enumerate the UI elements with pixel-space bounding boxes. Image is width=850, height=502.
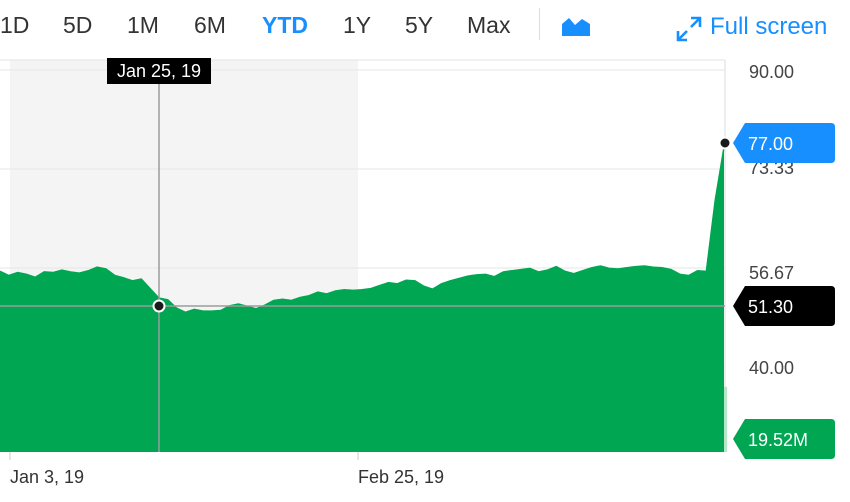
y-tick-label: 56.67 xyxy=(749,263,794,283)
range-5y-button[interactable]: 5Y xyxy=(405,12,434,38)
hover-value-flag: 51.30 xyxy=(733,286,835,326)
range-1d-button[interactable]: 1D xyxy=(0,12,30,38)
range-5d-button[interactable]: 5D xyxy=(63,12,93,38)
last-volume-flag: 19.52M xyxy=(733,419,835,459)
hover-date-flag: Jan 25, 19 xyxy=(107,58,211,84)
expand-arrows-icon xyxy=(676,16,702,42)
range-max-button[interactable]: Max xyxy=(467,12,511,38)
range-1y-button[interactable]: 1Y xyxy=(343,12,372,38)
price-area xyxy=(0,147,724,452)
range-1m-button[interactable]: 1M xyxy=(127,12,159,38)
last-price-flag: 77.00 xyxy=(733,123,835,163)
x-tick-label: Feb 25, 19 xyxy=(358,467,444,487)
price-line xyxy=(0,147,725,314)
x-tick-label: Jan 3, 19 xyxy=(10,467,84,487)
fullscreen-label: Full screen xyxy=(710,13,828,40)
last-price-point xyxy=(718,136,732,150)
x-axis-labels: Jan 3, 19 Feb 25, 19 xyxy=(9,452,444,487)
range-6m-button[interactable]: 6M xyxy=(194,12,226,38)
mountain-chart-icon[interactable] xyxy=(560,12,592,38)
y-tick-label: 90.00 xyxy=(749,62,794,82)
y-tick-label: 40.00 xyxy=(749,358,794,378)
range-ytd-button[interactable]: YTD xyxy=(262,12,308,38)
hover-value-label: 51.30 xyxy=(748,297,793,317)
last-price-label: 77.00 xyxy=(748,134,793,154)
hover-date-label: Jan 25, 19 xyxy=(117,61,201,81)
toolbar-divider xyxy=(539,8,540,40)
last-volume-label: 19.52M xyxy=(748,430,808,450)
chart-toolbar: 1D 5D 1M 6M YTD 1Y 5Y Max Full screen xyxy=(0,0,850,52)
hover-point xyxy=(152,299,166,313)
